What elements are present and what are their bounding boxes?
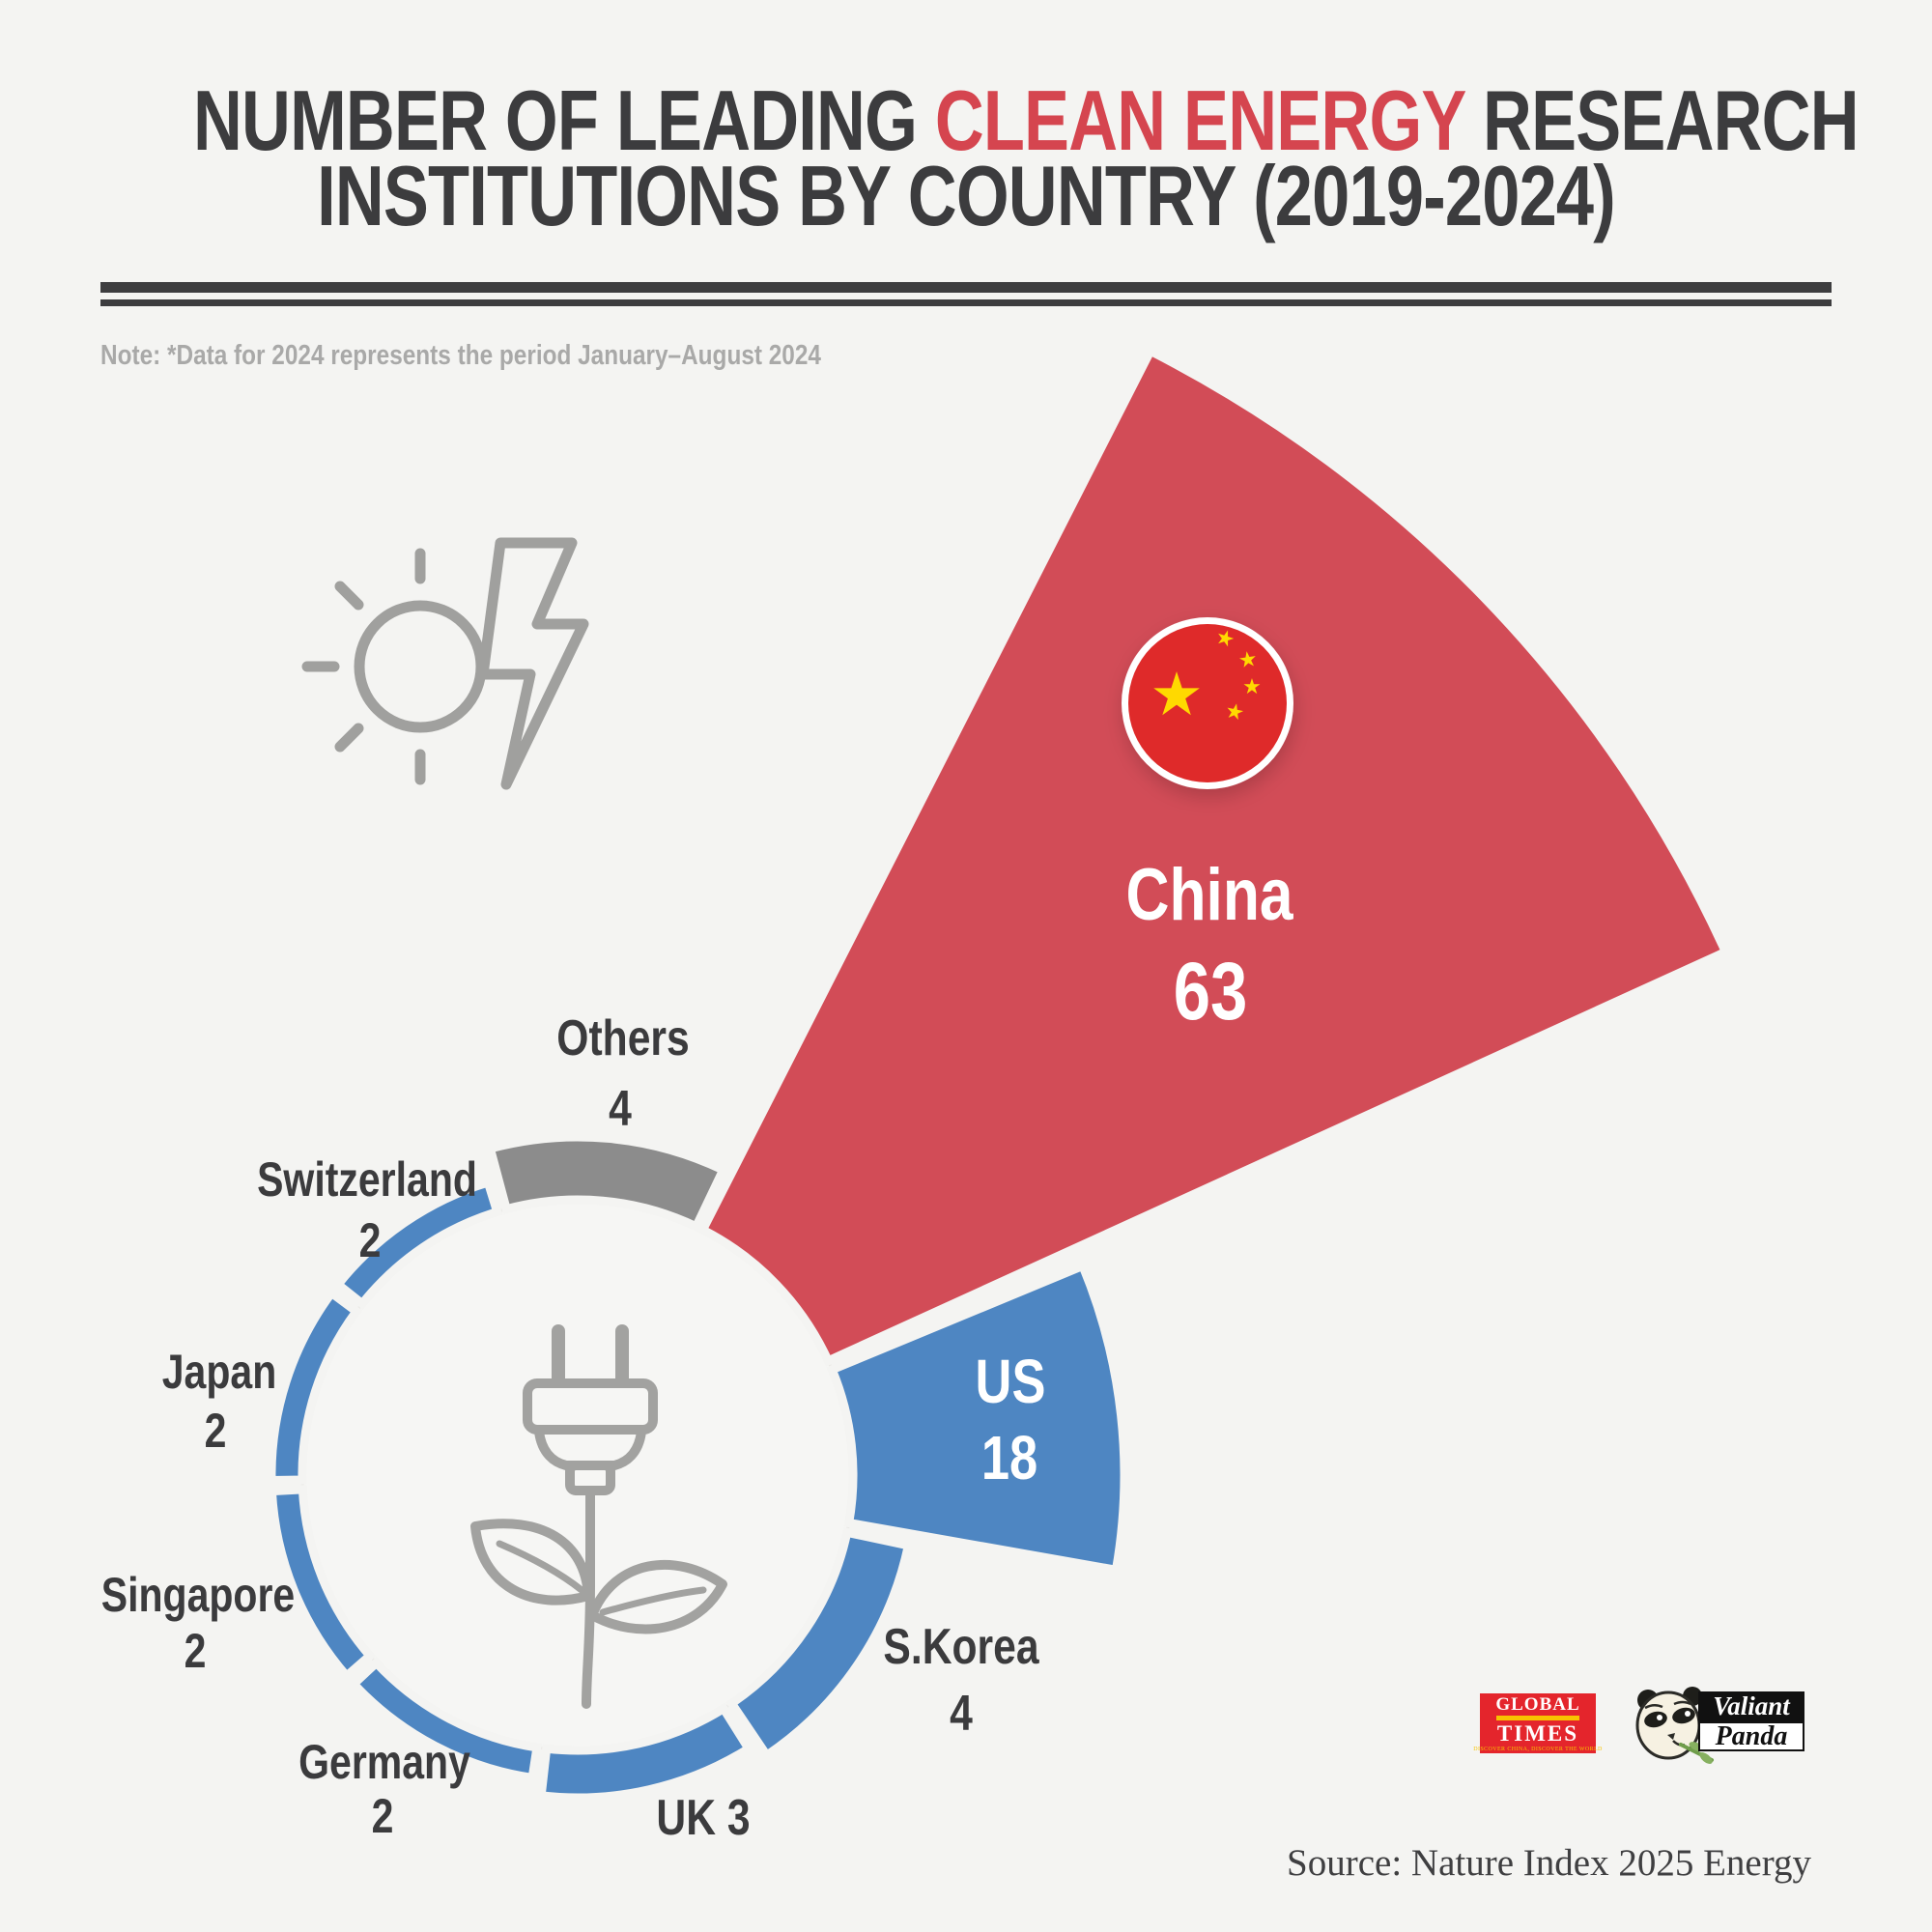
panda-mascot-icon bbox=[1635, 1687, 1714, 1764]
segment-value-s-korea: 4 bbox=[950, 1686, 973, 1742]
global-times-line1: GLOBAL bbox=[1495, 1693, 1580, 1715]
divider-rule-thick bbox=[100, 282, 1832, 293]
wedge-s-korea bbox=[725, 1526, 914, 1762]
divider-rule-thin bbox=[100, 299, 1832, 306]
segment-value-china: 63 bbox=[1173, 946, 1248, 1037]
sun-bolt-icon bbox=[301, 537, 589, 790]
wedge-us bbox=[826, 1260, 1129, 1576]
china-flag-icon: ★ ★ ★ ★ ★ bbox=[1122, 617, 1293, 789]
segment-value-japan: 2 bbox=[204, 1404, 227, 1458]
segment-label-us: US bbox=[975, 1347, 1046, 1416]
segment-label-uk: UK 3 bbox=[656, 1790, 751, 1846]
source-text: Source: Nature Index 2025 Energy bbox=[1287, 1842, 1811, 1884]
global-times-logo: GLOBAL TIMES DISCOVER CHINA, DISCOVER TH… bbox=[1473, 1693, 1602, 1753]
segment-label-singapore: Singapore bbox=[100, 1568, 296, 1622]
wedge-singapore bbox=[267, 1485, 377, 1683]
svg-text:★: ★ bbox=[1242, 675, 1262, 699]
segment-label-s-korea: S.Korea bbox=[883, 1619, 1039, 1675]
chart-wedges bbox=[267, 345, 1732, 1803]
page-title-line1: NUMBER OF LEADING CLEAN ENERGY RESEARCH bbox=[193, 71, 1860, 170]
svg-text:★: ★ bbox=[1236, 647, 1259, 674]
segment-label-switzerland: Switzerland bbox=[257, 1152, 477, 1207]
wedge-japan bbox=[267, 1287, 363, 1486]
wedge-uk bbox=[536, 1702, 755, 1803]
segment-label-germany: Germany bbox=[298, 1735, 470, 1789]
valiant-panda-line1: Valiant bbox=[1698, 1691, 1804, 1721]
segment-value-switzerland: 2 bbox=[358, 1213, 382, 1267]
valiant-panda-line2: Panda bbox=[1698, 1721, 1804, 1751]
segment-label-japan: Japan bbox=[161, 1345, 277, 1399]
segment-value-us: 18 bbox=[980, 1423, 1038, 1492]
wedge-switzerland bbox=[331, 1177, 503, 1310]
segment-label-others: Others bbox=[556, 1010, 690, 1066]
wedge-others bbox=[484, 1132, 729, 1233]
segment-label-china: China bbox=[1125, 854, 1293, 936]
title-suffix: RESEARCH bbox=[1464, 72, 1859, 168]
segment-value-others: 4 bbox=[609, 1081, 632, 1137]
segment-value-germany: 2 bbox=[371, 1789, 394, 1843]
plug-leaf-icon bbox=[470, 1324, 727, 1709]
svg-text:★: ★ bbox=[1150, 659, 1204, 729]
global-times-band bbox=[1496, 1715, 1579, 1720]
global-times-tagline: DISCOVER CHINA, DISCOVER THE WORLD bbox=[1473, 1746, 1603, 1752]
segment-value-singapore: 2 bbox=[184, 1624, 207, 1678]
title-highlight: CLEAN ENERGY bbox=[934, 72, 1465, 168]
page-title-line2: INSTITUTIONS BY COUNTRY (2019-2024) bbox=[317, 148, 1616, 243]
title-prefix: NUMBER OF LEADING bbox=[193, 72, 935, 168]
footnote: Note: *Data for 2024 represents the peri… bbox=[100, 340, 821, 371]
wedge-china bbox=[696, 345, 1732, 1367]
global-times-line2: TIMES bbox=[1496, 1720, 1579, 1746]
wedge-germany bbox=[347, 1657, 543, 1783]
